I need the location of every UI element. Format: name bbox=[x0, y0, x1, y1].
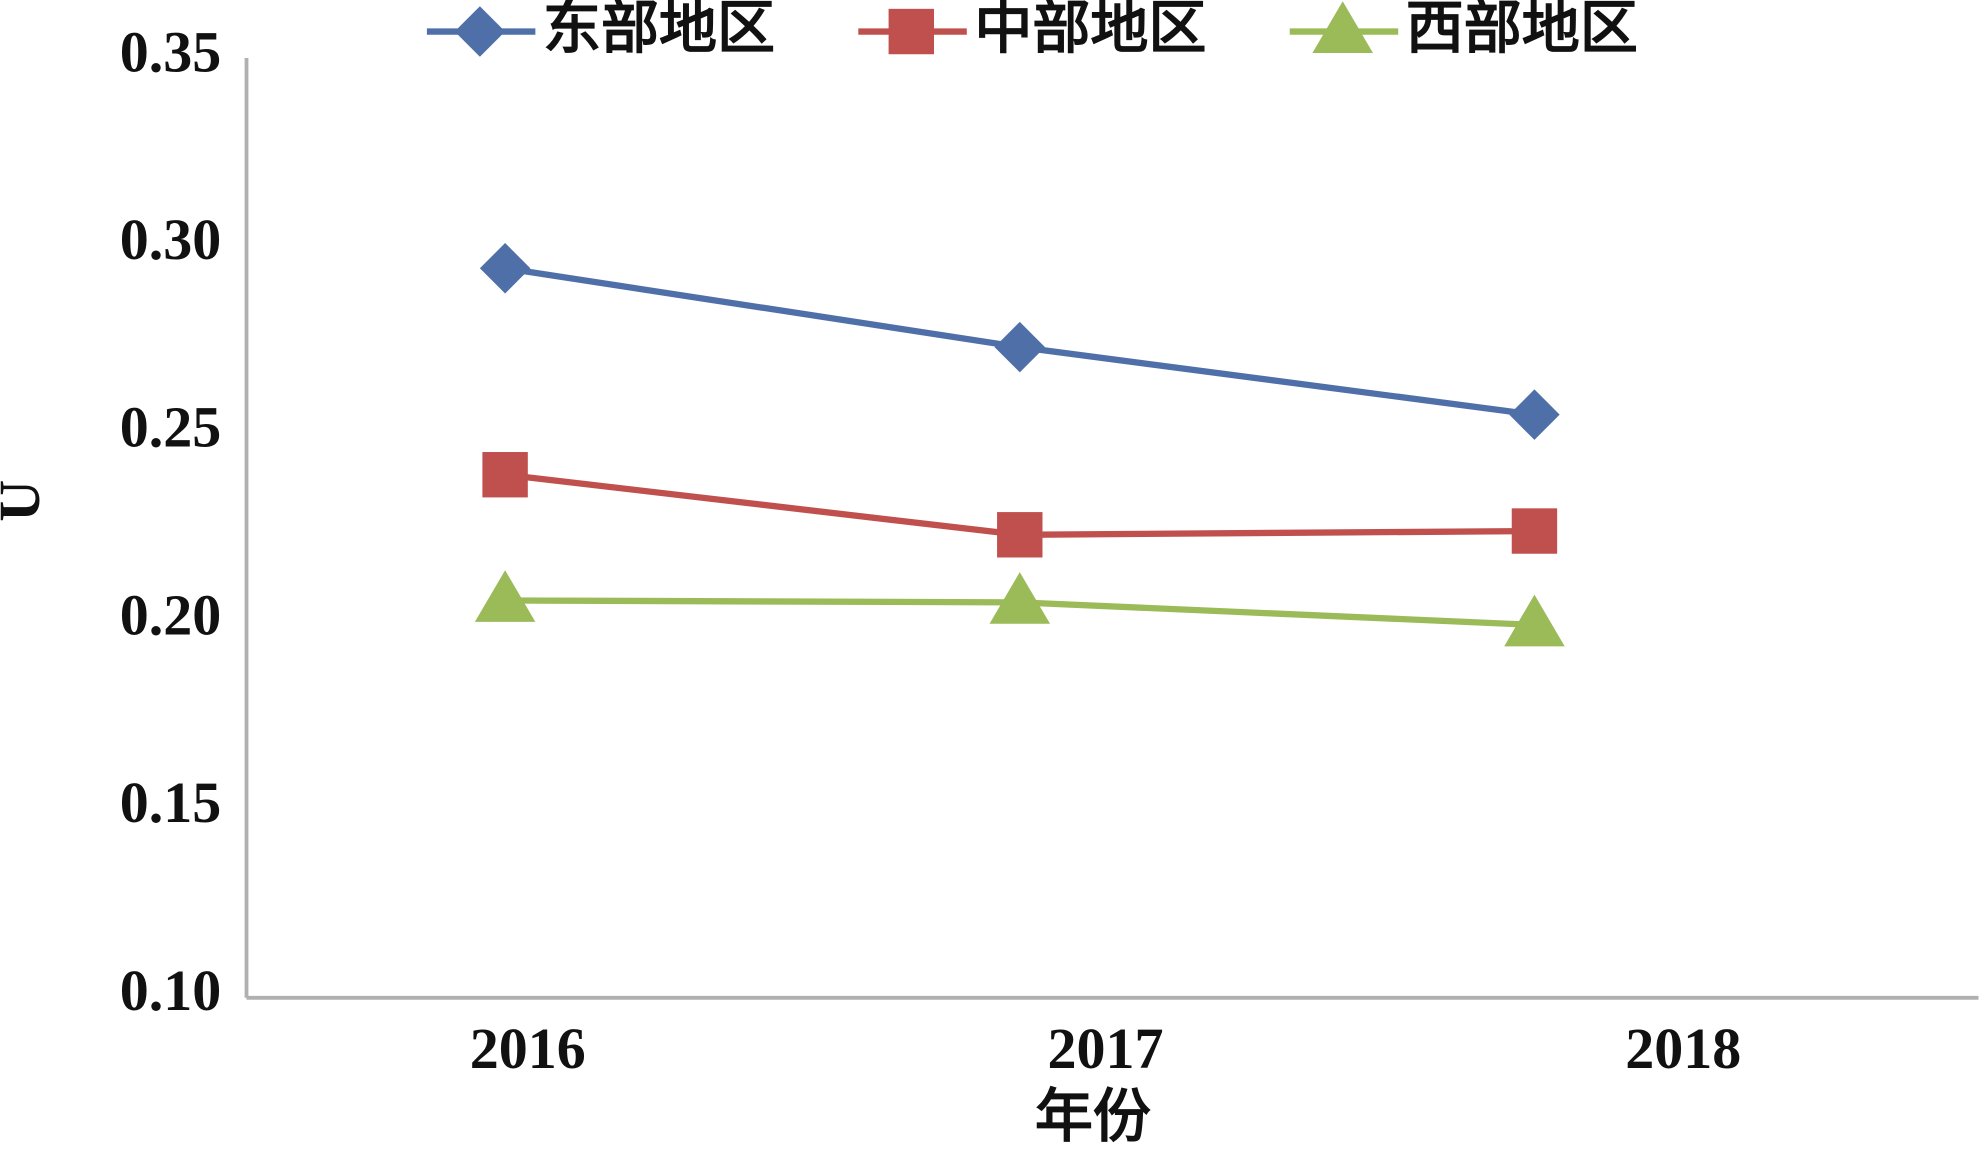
data-point bbox=[482, 452, 528, 498]
legend-label: 中部地区 bbox=[974, 0, 1206, 60]
data-point bbox=[474, 570, 536, 622]
data-point bbox=[994, 321, 1046, 373]
x-tick-label: 2018 bbox=[1625, 1016, 1741, 1081]
data-point bbox=[1504, 594, 1565, 647]
y-tick-label: 0.10 bbox=[120, 958, 222, 1023]
data-point bbox=[989, 572, 1051, 624]
x-tick-label: 2017 bbox=[1048, 1016, 1164, 1081]
y-tick-label: 0.15 bbox=[120, 770, 222, 835]
x-tick-label: 2016 bbox=[470, 1016, 586, 1081]
y-tick-label: 0.20 bbox=[120, 582, 222, 647]
legend-marker bbox=[1312, 1, 1373, 53]
legend-marker bbox=[888, 8, 934, 55]
legend-label: 西部地区 bbox=[1406, 0, 1638, 60]
data-point bbox=[479, 243, 531, 294]
y-axis-title: U bbox=[0, 480, 52, 522]
data-point bbox=[1509, 389, 1560, 440]
legend-label: 东部地区 bbox=[543, 0, 775, 60]
y-tick-label: 0.25 bbox=[120, 395, 222, 460]
y-tick-label: 0.30 bbox=[120, 207, 222, 272]
y-tick-label: 0.35 bbox=[120, 19, 222, 84]
data-point bbox=[997, 512, 1043, 558]
x-axis-title: 年份 bbox=[1035, 1084, 1151, 1149]
data-point bbox=[1511, 508, 1558, 554]
legend-marker bbox=[454, 6, 506, 57]
